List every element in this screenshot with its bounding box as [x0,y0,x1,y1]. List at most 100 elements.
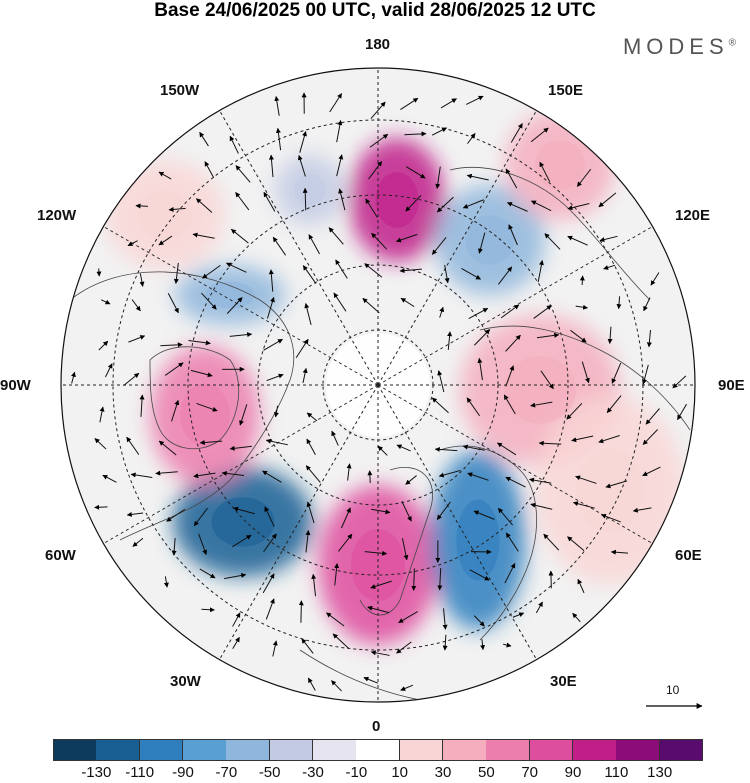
colorbar-tick-label: -50 [258,764,281,781]
wind-vector [265,598,275,620]
wind-vector [299,131,307,153]
wind-vector [538,440,562,446]
wind-vector [335,259,348,279]
wind-vector [447,331,453,350]
wind-vector [302,187,308,211]
wind-vector [466,397,481,417]
wind-vector [570,329,587,343]
wind-vector [232,612,241,627]
wind-vector [202,264,221,279]
wind-vector [500,304,520,319]
wind-vector [473,510,495,520]
wind-vector [102,474,117,483]
wind-vector [473,615,485,627]
wind-vectors [71,92,687,692]
wind-vector [477,357,483,381]
anomaly-core-neg-east-siberia [465,215,515,265]
colorbar-swatch [96,739,141,761]
wind-vector [128,335,146,343]
wind-vector [504,563,516,584]
wind-vector [677,403,687,421]
wind-vector [616,296,622,310]
wind-vector [346,463,352,481]
wind-vector [462,199,484,209]
wind-vector [158,440,177,456]
wind-vector [396,444,411,452]
colorbar-swatch [269,739,314,761]
wind-vector [400,97,419,111]
wind-vector [404,131,427,137]
colorbar-tick-label: 90 [564,764,582,781]
wind-vector [642,429,658,445]
colorbar-swatch [659,739,704,761]
wind-vector [239,404,248,426]
wind-vector [411,568,417,591]
wind-vector [99,406,105,423]
wind-vector [575,475,597,484]
wind-vector [98,340,109,351]
wind-vector [96,268,102,277]
wind-vector [127,240,138,247]
wind-vector [164,362,184,376]
wind-vector [567,235,588,246]
wind-vector [302,265,317,284]
wind-vector [440,98,457,109]
lon-label-60w: 60W [45,547,76,564]
wind-vector [439,306,445,318]
colorbar-tick-label: 50 [477,764,495,781]
wind-vector [201,607,215,613]
wind-vector [331,680,342,692]
wind-vector [537,259,544,283]
meridian-line [103,226,379,386]
colorbar-tick-label: 130 [647,764,673,781]
wind-vector [436,196,454,213]
wind-vector [406,166,426,179]
colorbar-swatch [183,739,227,761]
wind-vector [437,567,443,591]
wind-vector [530,401,553,408]
wind-vector [94,438,107,450]
wind-vector [201,292,217,310]
meridian-line [219,384,379,660]
wind-vector [104,363,113,378]
wind-vector [444,264,450,284]
wind-vector [295,338,309,358]
colorbar-swatch [616,739,661,761]
wind-vector [263,191,276,212]
wind-vector [370,101,386,120]
wind-vector [577,578,585,594]
wind-vector [158,235,173,246]
colorbar-swatch [443,739,487,761]
wind-vector [371,508,391,515]
wind-vector [572,501,595,509]
wind-vector [462,444,485,451]
wind-vector [336,154,344,177]
lon-label-90w: 90W [0,377,31,394]
wind-vector [338,188,346,211]
lon-label-120w: 120W [37,207,77,224]
wind-vector [232,636,240,649]
wind-vector [135,203,148,209]
wind-vector [438,469,461,478]
wind-vector [503,394,516,415]
wind-vector [401,538,409,561]
colorbar-swatch [356,739,401,761]
wind-vector [575,304,589,310]
wind-vector [229,135,239,154]
wind-vector [304,303,312,325]
colorbar-swatch [139,739,184,761]
wind-vector [442,608,448,630]
wind-vector [369,133,389,148]
wind-vector [126,436,140,455]
wind-vector [533,305,552,319]
wind-vector [434,446,458,452]
wind-vector [305,465,321,483]
wind-vector [632,507,652,513]
wind-vector [262,573,275,594]
wind-vector [480,639,486,651]
colorbar-swatch [313,739,357,761]
wind-vector [362,297,380,314]
wind-vector [199,439,223,445]
wind-vector [478,232,486,254]
wind-vector [336,120,343,143]
